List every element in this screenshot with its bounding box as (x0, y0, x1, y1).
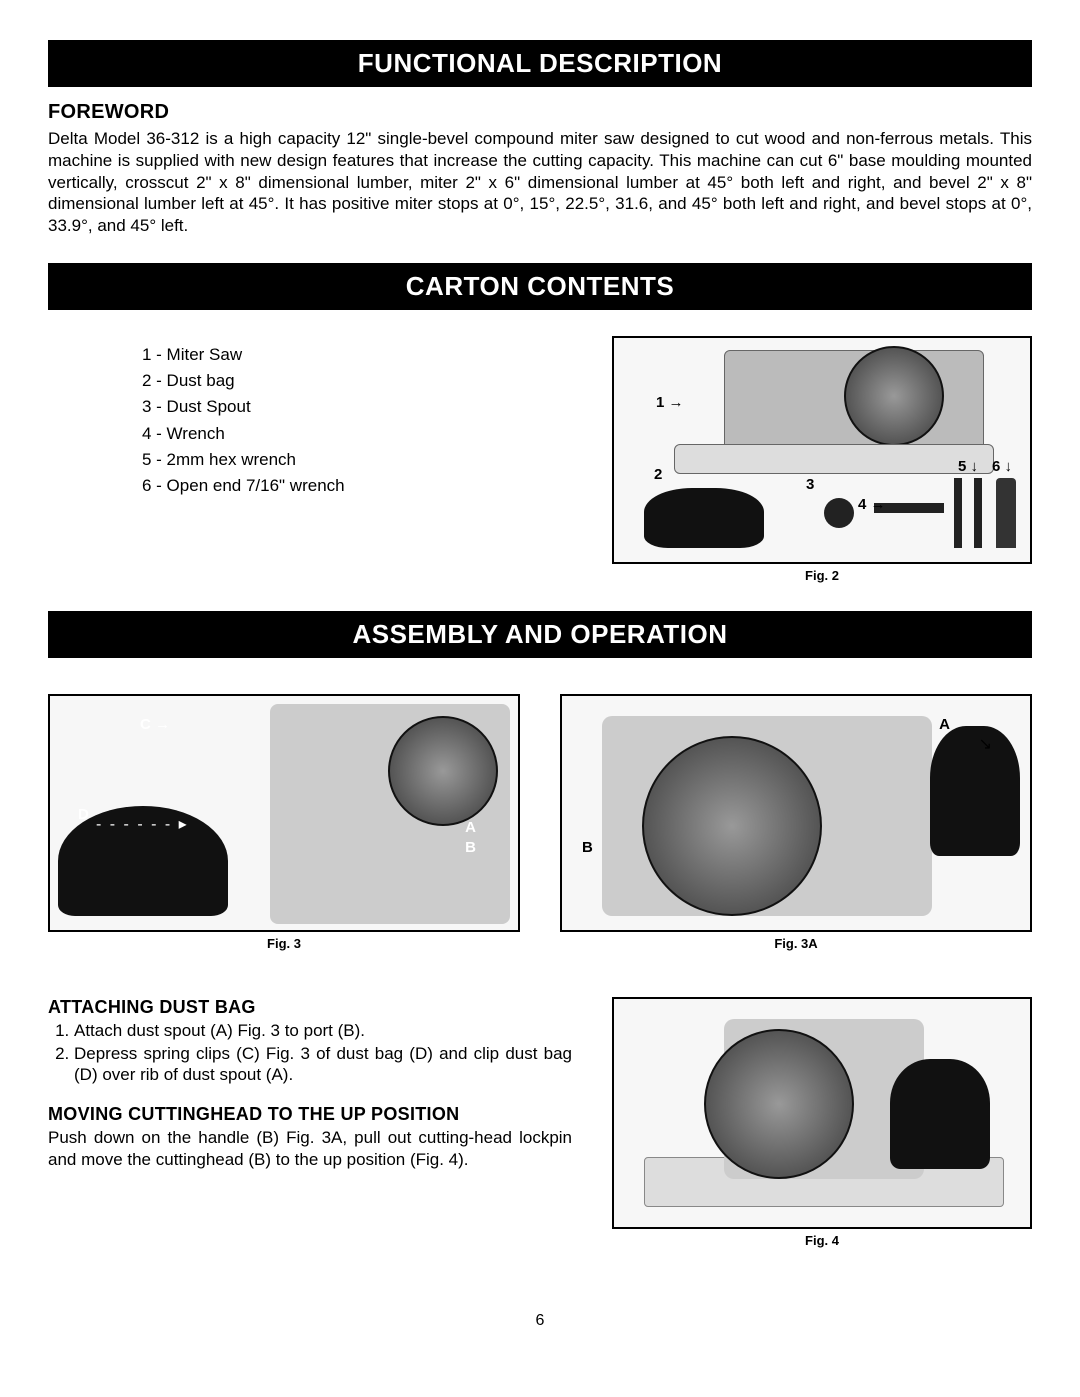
figure-4 (612, 997, 1032, 1229)
carton-row: 1 - Miter Saw 2 - Dust bag 3 - Dust Spou… (48, 336, 1032, 583)
carton-item: 1 - Miter Saw (142, 342, 572, 368)
figure-3a-wrap: A ↘ B Fig. 3A (560, 694, 1032, 951)
fig2-label-6: 6 (992, 458, 1012, 475)
instructions-column: ATTACHING DUST BAG Attach dust spout (A)… (48, 997, 572, 1171)
page-number: 6 (48, 1312, 1032, 1330)
carton-list: 1 - Miter Saw 2 - Dust bag 3 - Dust Spou… (48, 336, 572, 500)
assembly-figures-row: C D - - - - - - ▸ A B Fig. 3 A ↘ B Fig. … (48, 694, 1032, 951)
dash-line-icon: ↘ (979, 734, 992, 754)
fig3a-label-a: A (939, 716, 950, 733)
figure-3-caption: Fig. 3 (48, 936, 520, 951)
dustbag-step: Attach dust spout (A) Fig. 3 to port (B)… (74, 1020, 572, 1042)
foreword-heading: FOREWORD (48, 101, 1032, 124)
carton-item: 4 - Wrench (142, 421, 572, 447)
figure-4-caption: Fig. 4 (612, 1233, 1032, 1248)
fig2-label-1: 1 (656, 394, 684, 411)
fig2-label-2: 2 (654, 466, 662, 483)
figure-3-wrap: C D - - - - - - ▸ A B Fig. 3 (48, 694, 520, 951)
cuttinghead-text: Push down on the handle (B) Fig. 3A, pul… (48, 1127, 572, 1171)
dustbag-step: Depress spring clips (C) Fig. 3 of dust … (74, 1043, 572, 1087)
foreword-text: Delta Model 36-312 is a high capacity 12… (48, 128, 1032, 237)
fig3-label-c: C (140, 716, 170, 733)
carton-item: 5 - 2mm hex wrench (142, 447, 572, 473)
figure-3a: A ↘ B (560, 694, 1032, 932)
section-bar-assembly: ASSEMBLY AND OPERATION (48, 611, 1032, 658)
fig3-label-b: B (465, 839, 476, 856)
section-bar-functional: FUNCTIONAL DESCRIPTION (48, 40, 1032, 87)
figure-3: C D - - - - - - ▸ A B (48, 694, 520, 932)
figure-2: 1 2 3 4 5 6 (612, 336, 1032, 564)
figure-3a-caption: Fig. 3A (560, 936, 1032, 951)
cuttinghead-heading: MOVING CUTTINGHEAD TO THE UP POSITION (48, 1104, 572, 1125)
instructions-row: ATTACHING DUST BAG Attach dust spout (A)… (48, 997, 1032, 1248)
carton-item: 3 - Dust Spout (142, 394, 572, 420)
fig3-label-a: A (465, 819, 476, 836)
dustbag-heading: ATTACHING DUST BAG (48, 997, 572, 1018)
figure-4-wrap: Fig. 4 (612, 997, 1032, 1248)
fig2-label-4: 4 (858, 496, 886, 513)
fig3-label-d: D (78, 806, 89, 823)
fig3a-label-b: B (582, 839, 593, 856)
fig2-label-3: 3 (806, 476, 814, 493)
carton-item: 2 - Dust bag (142, 368, 572, 394)
fig2-label-5: 5 (958, 458, 978, 475)
section-bar-carton: CARTON CONTENTS (48, 263, 1032, 310)
dustbag-steps: Attach dust spout (A) Fig. 3 to port (B)… (48, 1020, 572, 1086)
dash-line-icon: - - - - - - ▸ (96, 814, 189, 834)
figure-2-caption: Fig. 2 (612, 568, 1032, 583)
carton-item: 6 - Open end 7/16" wrench (142, 473, 572, 499)
figure-2-wrap: 1 2 3 4 5 6 Fig. 2 (612, 336, 1032, 583)
